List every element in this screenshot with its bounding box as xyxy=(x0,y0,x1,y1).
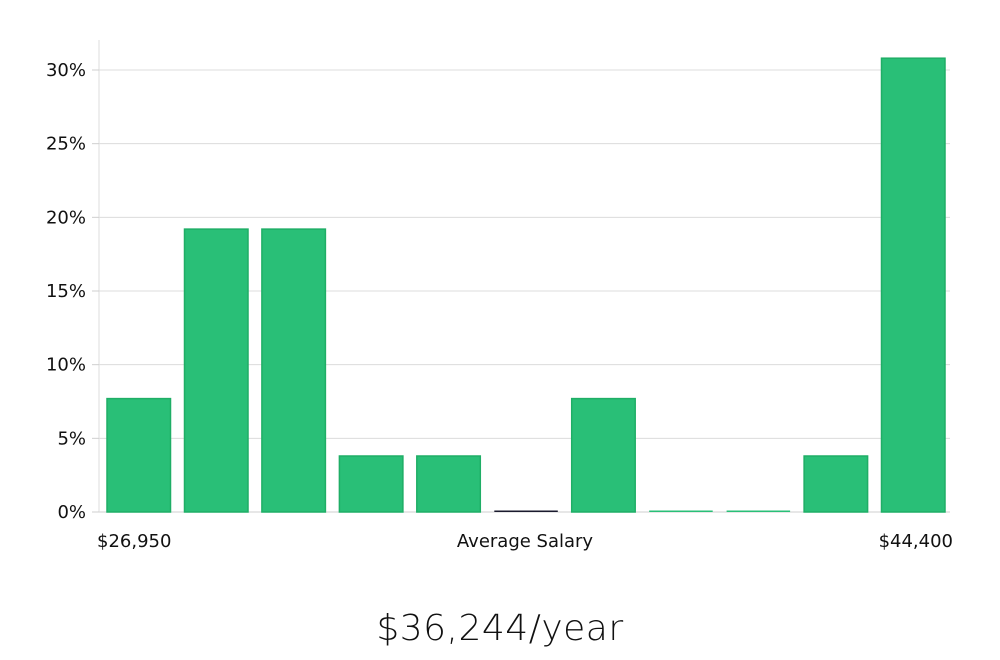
bar-3 xyxy=(261,228,327,513)
bar-2 xyxy=(183,228,249,513)
bar-9 xyxy=(726,510,791,512)
bar-4 xyxy=(338,455,404,513)
y-tick-label: 15% xyxy=(46,281,86,302)
y-tick-label: 25% xyxy=(46,134,86,155)
bar-1 xyxy=(106,397,172,513)
bar-5 xyxy=(416,455,482,513)
bar-10 xyxy=(803,455,869,513)
bar-11 xyxy=(880,57,946,513)
y-tick-label: 5% xyxy=(57,428,86,449)
average-salary-value: $36,244/year xyxy=(376,608,624,649)
y-tick-label: 0% xyxy=(57,502,86,523)
x-axis-title: Average Salary xyxy=(457,531,594,552)
salary-histogram: 0% 5% 10% 15% 20% 25% 30% $26,950 Average Sala… xyxy=(46,40,953,552)
x-max-label: $44,400 xyxy=(879,531,953,552)
bar-8 xyxy=(649,510,713,512)
y-tick-labels: 0% 5% 10% 15% 20% 25% 30% xyxy=(46,60,99,523)
y-tick-label: 30% xyxy=(46,60,86,81)
bars xyxy=(106,57,946,513)
y-tick-label: 20% xyxy=(46,207,86,228)
bar-7 xyxy=(570,397,636,513)
y-tick-label: 10% xyxy=(46,355,86,376)
bar-6 xyxy=(494,510,558,512)
x-min-label: $26,950 xyxy=(97,531,171,552)
